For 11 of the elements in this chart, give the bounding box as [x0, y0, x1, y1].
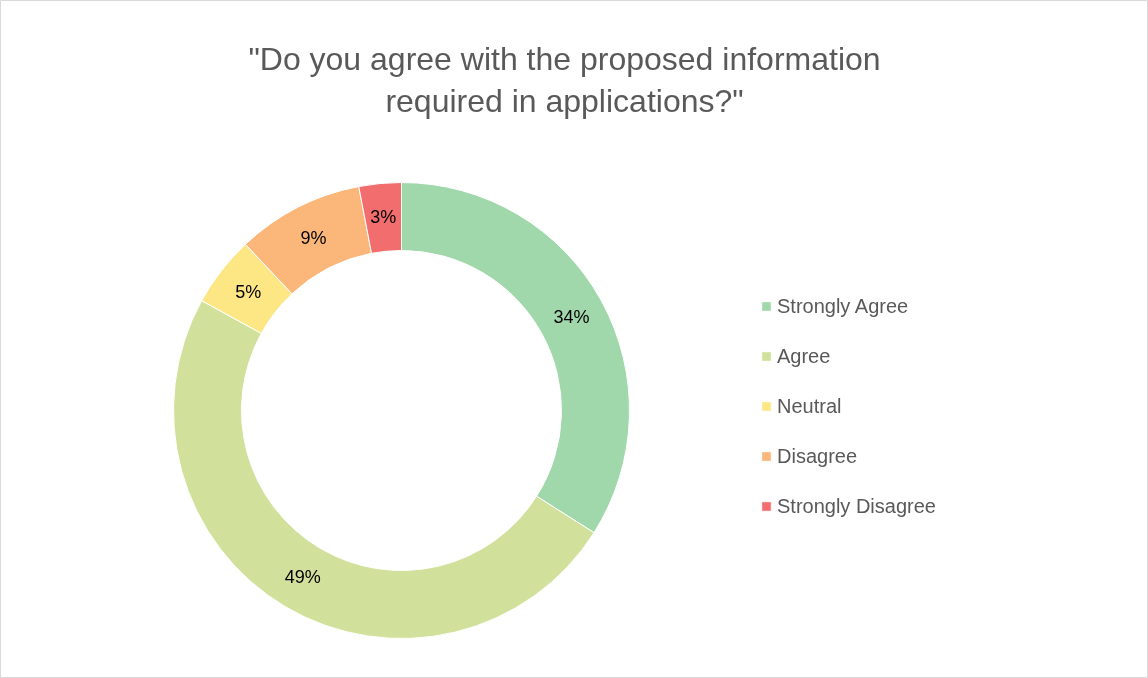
data-label: 34%	[553, 307, 590, 328]
data-label: 5%	[235, 281, 262, 302]
legend-label: Agree	[777, 343, 831, 369]
chart-title: "Do you agree with the proposed information required in applications?"	[248, 40, 881, 119]
legend-label: Strongly Disagree	[777, 493, 936, 519]
legend-label: Disagree	[777, 443, 858, 469]
data-label: 9%	[300, 227, 327, 248]
legend-label: Strongly Agree	[777, 293, 909, 319]
data-label: 3%	[370, 207, 397, 228]
legend-label: Neutral	[777, 393, 842, 419]
data-label: 49%	[284, 567, 321, 588]
